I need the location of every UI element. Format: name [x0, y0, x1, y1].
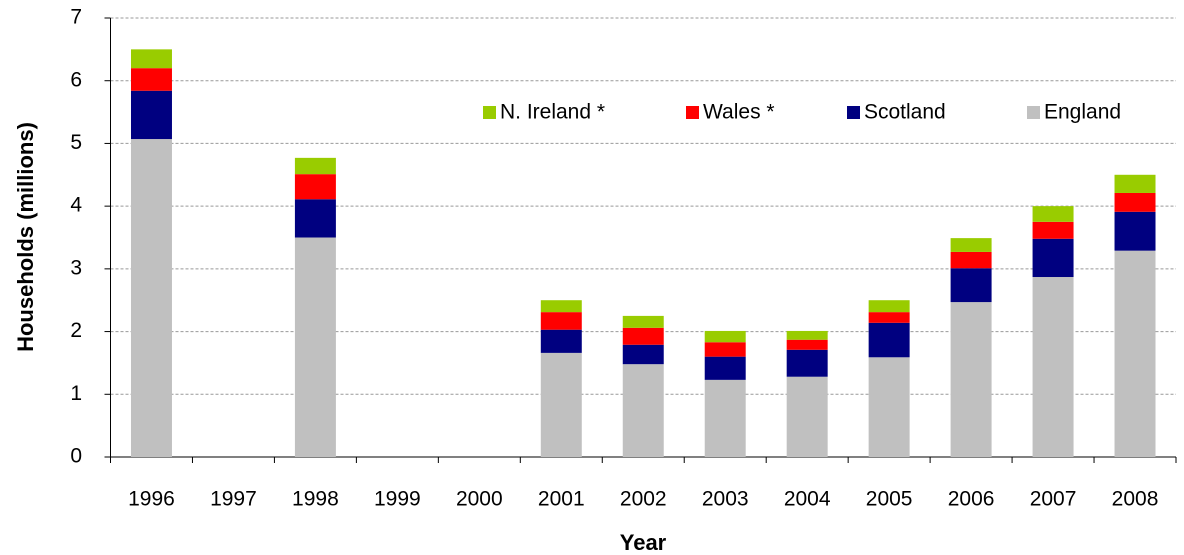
x-tick-label: 2003: [702, 488, 749, 511]
x-tick-label: 2001: [538, 488, 585, 511]
bar-segment: [540, 312, 582, 330]
bar-segment: [1032, 221, 1074, 239]
bar-segment: [294, 237, 336, 457]
bar-segment: [786, 349, 828, 377]
x-tick-label: 1997: [210, 488, 257, 511]
bar-segment: [540, 352, 582, 457]
bar-segment: [868, 312, 910, 323]
bar-segment: [786, 376, 828, 457]
bar-segment: [540, 300, 582, 313]
x-tick-label: 2002: [620, 488, 667, 511]
legend-label: Wales *: [703, 101, 775, 124]
y-tick-label: 1: [70, 382, 82, 405]
x-tick-label: 2000: [456, 488, 503, 511]
bar-segment: [950, 268, 992, 303]
y-tick-label: 7: [70, 6, 82, 29]
bar-segment: [130, 139, 172, 457]
bar-segment: [868, 357, 910, 457]
legend-swatch: [483, 106, 496, 119]
bar-segment: [130, 90, 172, 140]
legend-label: N. Ireland *: [500, 101, 605, 124]
y-tick-label: 6: [70, 68, 82, 91]
bar-segment: [1032, 206, 1074, 222]
bar-segment: [704, 379, 746, 457]
bar-segment: [622, 327, 664, 345]
y-tick-label: 0: [70, 445, 82, 468]
bar-segment: [868, 300, 910, 313]
x-tick-label: 2005: [866, 488, 913, 511]
bar-segment: [950, 302, 992, 457]
x-tick-label: 2007: [1030, 488, 1077, 511]
x-tick-label: 1999: [374, 488, 421, 511]
bar-segment: [786, 330, 828, 340]
x-tick-label: 1998: [292, 488, 339, 511]
bar-segment: [1114, 192, 1156, 212]
legend-swatch: [1027, 106, 1040, 119]
y-tick-label: 5: [70, 131, 82, 154]
y-axis-label: Households (millions): [13, 122, 38, 352]
x-tick-label: 2006: [948, 488, 995, 511]
y-tick-label: 2: [70, 319, 82, 342]
bar-segment: [1114, 174, 1156, 193]
bar-segment: [294, 174, 336, 200]
bar-segment: [294, 199, 336, 238]
x-tick-label: 2008: [1112, 488, 1159, 511]
bar-segment: [1114, 211, 1156, 251]
bar-segment: [622, 344, 664, 365]
bar-segment: [1032, 238, 1074, 278]
bar-segment: [294, 157, 336, 175]
legend-label: Scotland: [864, 101, 946, 124]
y-tick-label: 4: [70, 194, 82, 217]
bar-segment: [704, 342, 746, 357]
bar-segment: [786, 339, 828, 350]
bar-segment: [704, 356, 746, 380]
x-tick-label: 2004: [784, 488, 831, 511]
legend-swatch: [686, 106, 699, 119]
bar-segment: [1114, 250, 1156, 457]
y-tick-label: 3: [70, 256, 82, 279]
bar-segment: [622, 315, 664, 328]
legend-label: England: [1044, 101, 1121, 124]
bar-segment: [950, 238, 992, 252]
bar-segment: [622, 364, 664, 457]
bar-segment: [868, 322, 910, 358]
bar-segment: [540, 329, 582, 353]
bar-segment: [1032, 277, 1074, 457]
x-tick-label: 1996: [128, 488, 175, 511]
bar-segment: [130, 68, 172, 91]
bar-segment: [130, 49, 172, 69]
legend-swatch: [847, 106, 860, 119]
bar-segment: [950, 251, 992, 269]
x-axis-label: Year: [620, 530, 667, 555]
bar-segment: [704, 330, 746, 343]
